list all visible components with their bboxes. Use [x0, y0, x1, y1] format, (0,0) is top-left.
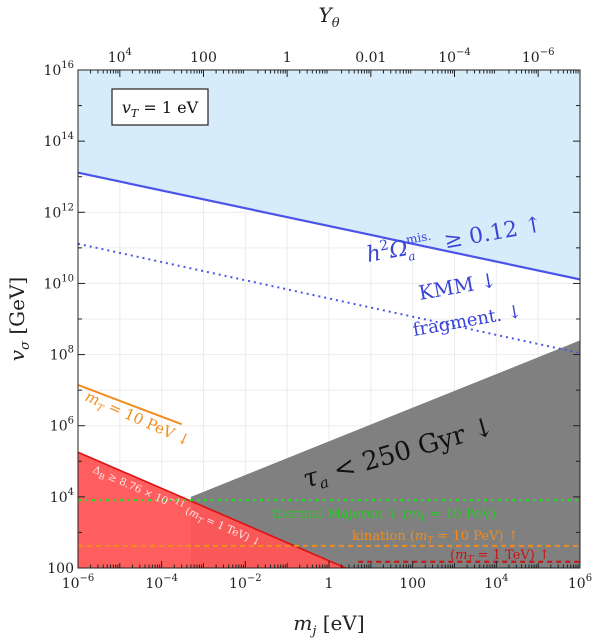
y-tick-label: 100: [47, 561, 74, 577]
x-tick-label: 104: [484, 573, 508, 592]
relic-boundary-line: [78, 171, 580, 281]
line-mT-10-PeV: [78, 384, 182, 426]
line-fragment: [78, 242, 580, 355]
mt10pev-label: mT = 10 PeV ↓: [81, 387, 193, 452]
kination-label: kination (mT = 10 PeV) ↑: [352, 529, 518, 546]
tick-labels: 10−6 10−4 10−2 1 100 104 106100104106108101010…: [43, 47, 592, 592]
y-axis-label: vσ [GeV]: [5, 277, 33, 361]
top-axis-label: Yθ: [318, 3, 339, 31]
baryon-boundary-line: [78, 451, 346, 568]
y-tick-label: 1010: [43, 273, 74, 292]
top-tick-label: 10−4: [438, 47, 471, 66]
svg-text:vσ [GeV]: vσ [GeV]: [5, 277, 33, 361]
fragment-label: fragment. ↓: [411, 301, 524, 341]
y-tick-label: 1012: [43, 202, 74, 221]
lines: [78, 171, 580, 568]
inset-box: [111, 88, 209, 126]
thermal-majoron-label: thermal Majoron ↓ (mT = 10 PeV): [272, 507, 496, 524]
top-tick-label: 0.01: [355, 50, 386, 66]
y-tick-label: 106: [50, 416, 74, 435]
x-tick-label: 100: [399, 576, 426, 592]
kmm-label: KMM ↓: [417, 268, 499, 305]
mt1tev-label: (mT = 1 TeV) ↑: [450, 548, 550, 565]
region-lifetime: [190, 340, 580, 568]
x-tick-label: 10−2: [229, 573, 262, 592]
x-tick-label: 106: [568, 573, 592, 592]
x-tick-label: 1: [325, 576, 334, 592]
y-tick-label: 1014: [43, 131, 74, 150]
top-tick-label: 104: [108, 47, 132, 66]
svg-text:mT = 10 PeV ↓: mT = 10 PeV ↓: [81, 387, 193, 452]
y-tick-label: 1016: [43, 60, 74, 79]
svg-text:KMM ↓: KMM ↓: [417, 268, 499, 305]
top-tick-label: 1: [283, 50, 292, 66]
x-axis-label: mj [eV]: [293, 611, 364, 639]
y-tick-label: 104: [50, 487, 74, 506]
top-tick-label: 100: [190, 50, 217, 66]
x-tick-label: 10−6: [62, 573, 95, 592]
svg-text:fragment. ↓: fragment. ↓: [411, 301, 524, 341]
x-tick-label: 10−4: [145, 573, 178, 592]
ticks: [77, 69, 581, 569]
top-tick-label: 10−6: [522, 47, 555, 66]
inset-label: vT = 1 eV: [122, 98, 199, 120]
y-tick-label: 108: [50, 345, 74, 364]
